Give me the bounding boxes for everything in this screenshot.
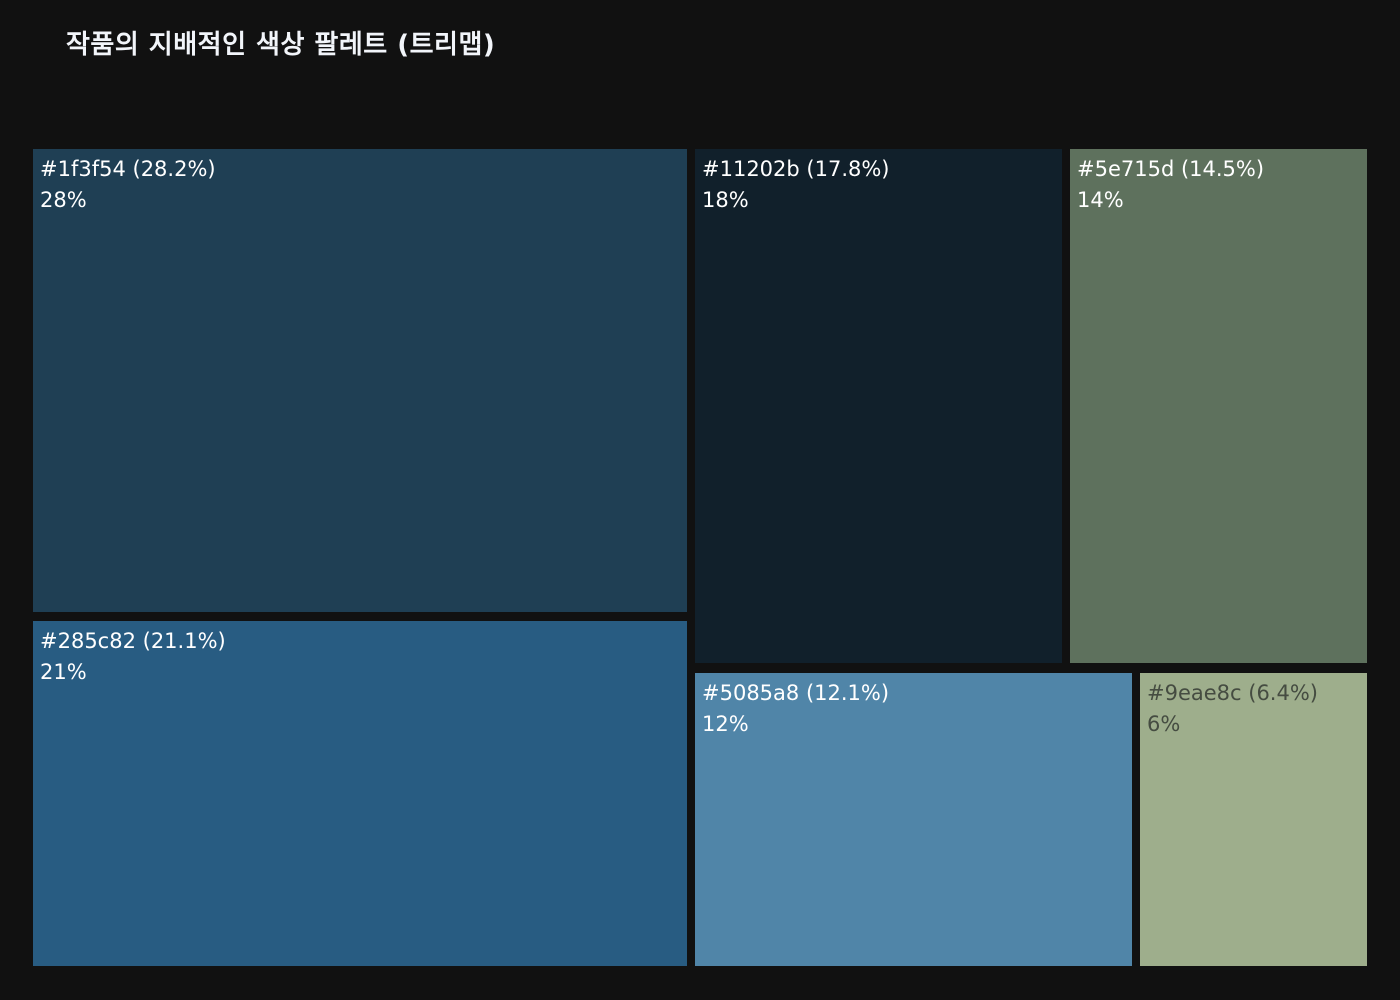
treemap-cell-value: 18% (702, 188, 749, 212)
treemap-cell-label: #5085a8 (12.1%) (702, 681, 890, 705)
treemap-cell-value: 28% (40, 188, 87, 212)
treemap-cell-label: #9eae8c (6.4%) (1147, 681, 1318, 705)
treemap-cell-label: #1f3f54 (28.2%) (40, 157, 216, 181)
treemap-cell-value: 21% (40, 660, 87, 684)
treemap-cell-label: #11202b (17.8%) (702, 157, 890, 181)
treemap-cell[interactable]: #5e715d (14.5%) 14% (1070, 149, 1367, 663)
treemap-cell[interactable]: #1f3f54 (28.2%) 28% (33, 149, 687, 612)
treemap-cell[interactable]: #9eae8c (6.4%) 6% (1140, 673, 1367, 966)
treemap-cell-value: 14% (1077, 188, 1124, 212)
treemap-cell-label: #5e715d (14.5%) (1077, 157, 1265, 181)
chart-title: 작품의 지배적인 색상 팔레트 (트리맵) (66, 30, 496, 60)
treemap-cell[interactable]: #5085a8 (12.1%) 12% (695, 673, 1132, 966)
treemap-cell-value: 6% (1147, 712, 1181, 736)
treemap-cell[interactable]: #285c82 (21.1%) 21% (33, 621, 687, 966)
treemap-cell[interactable]: #11202b (17.8%) 18% (695, 149, 1062, 663)
treemap-cell-label: #285c82 (21.1%) (40, 629, 226, 653)
treemap-cell-value: 12% (702, 712, 749, 736)
